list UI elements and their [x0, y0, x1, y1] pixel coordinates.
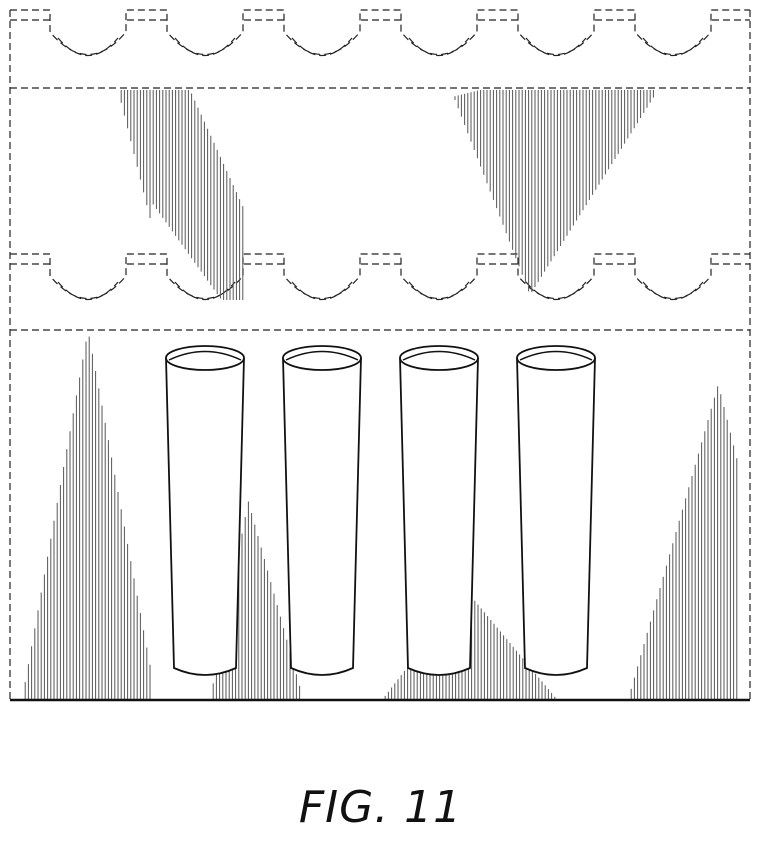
- tray-row-middle: [10, 254, 750, 300]
- well-inner-contour: [409, 38, 469, 56]
- cup: [166, 346, 244, 675]
- well-inner-contour: [58, 38, 118, 56]
- cup: [283, 346, 361, 675]
- well-inner-contour: [643, 38, 703, 56]
- shading-upper-right: [455, 90, 653, 292]
- figure-caption: FIG. 11: [0, 782, 761, 833]
- tray-row-top: [10, 10, 750, 56]
- shading-lower-peaks: [25, 336, 737, 700]
- cups-group: [166, 346, 595, 675]
- cup-body: [166, 358, 244, 675]
- cup: [517, 346, 595, 675]
- well-inner-contour: [58, 282, 118, 300]
- cup: [400, 346, 478, 675]
- tray-outline: [10, 254, 750, 299]
- cup-body: [400, 358, 478, 675]
- well-inner-contour: [175, 282, 235, 300]
- cup-body: [517, 358, 595, 675]
- well-inner-contour: [643, 282, 703, 300]
- well-inner-contour: [409, 282, 469, 300]
- well-inner-contour: [175, 38, 235, 56]
- cup-rim: [400, 346, 478, 370]
- shading-upper-left: [121, 90, 243, 300]
- cup-rim: [166, 346, 244, 370]
- tray-outline: [10, 10, 750, 55]
- well-inner-contour: [292, 38, 352, 56]
- well-inner-contour: [526, 38, 586, 56]
- cup-rim: [517, 346, 595, 370]
- well-inner-contour: [292, 282, 352, 300]
- cup-body: [283, 358, 361, 675]
- cup-rim: [283, 346, 361, 370]
